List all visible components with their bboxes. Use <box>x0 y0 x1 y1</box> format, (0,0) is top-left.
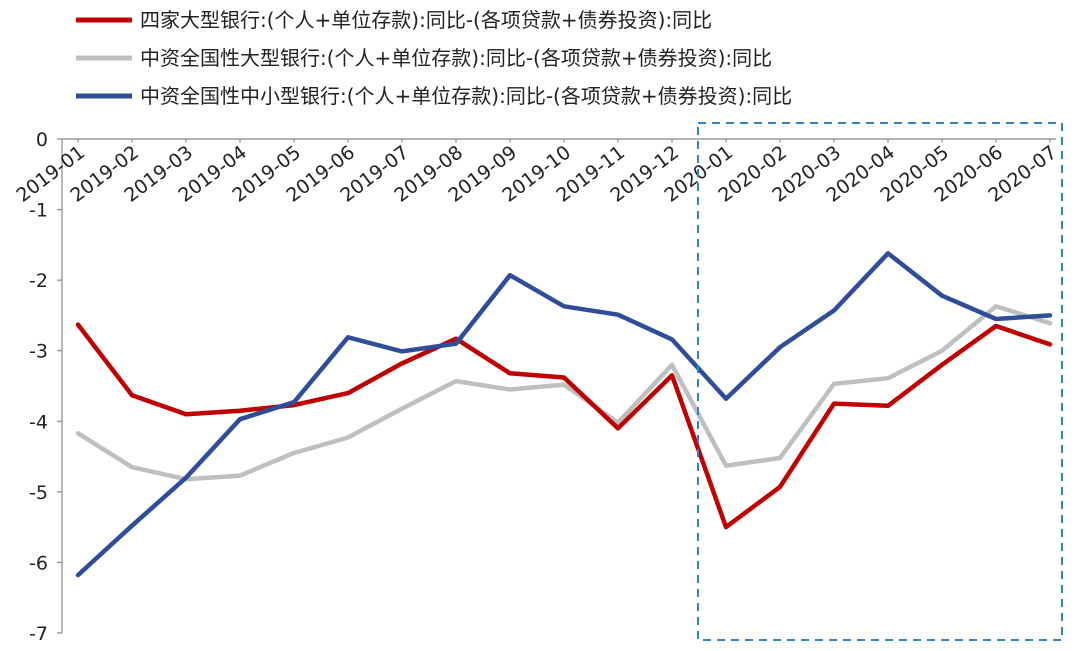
series-line-1 <box>75 304 1053 482</box>
y-tick-label: -1 <box>29 200 48 222</box>
series-layer <box>75 251 1053 578</box>
y-tick-label: -6 <box>29 552 48 574</box>
legend-label-national-small-medium: 中资全国性中小型银行:(个人+单位存款):同比-(各项贷款+债券投资):同比 <box>140 84 792 108</box>
legend-item-national-small-medium: 中资全国性中小型银行:(个人+单位存款):同比-(各项贷款+债券投资):同比 <box>76 84 792 108</box>
y-tick-label: -5 <box>29 482 48 504</box>
y-tick-label: -2 <box>29 270 48 292</box>
legend-item-big-four: 四家大型银行:(个人+单位存款):同比-(各项贷款+债券投资):同比 <box>76 8 712 32</box>
y-tick-label: -3 <box>29 341 48 363</box>
y-tick-label: -4 <box>29 411 48 433</box>
legend-label-national-large: 中资全国性大型银行:(个人+单位存款):同比-(各项贷款+债券投资):同比 <box>140 46 772 70</box>
highlight-box-2020 <box>697 122 1063 641</box>
legend: 四家大型银行:(个人+单位存款):同比-(各项贷款+债券投资):同比 中资全国性… <box>76 8 792 108</box>
x-axis: 2019-012019-022019-032019-042019-052019-… <box>12 138 1061 207</box>
legend-label-big-four: 四家大型银行:(个人+单位存款):同比-(各项贷款+债券投资):同比 <box>140 8 712 32</box>
y-axis: 0 -1 -2 -3 -4 -5 -6 -7 <box>29 129 63 645</box>
y-tick-label: -7 <box>29 623 48 645</box>
series-line-0 <box>75 322 1053 530</box>
y-tick-label: 0 <box>36 129 48 151</box>
series-line-2 <box>75 251 1053 578</box>
legend-item-national-large: 中资全国性大型银行:(个人+单位存款):同比-(各项贷款+债券投资):同比 <box>76 46 772 70</box>
